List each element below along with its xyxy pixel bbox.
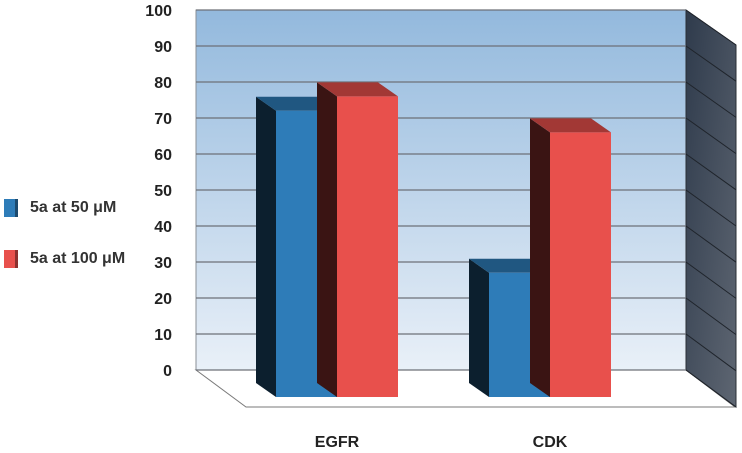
bar-side-face [469, 258, 489, 397]
legend-swatch [4, 250, 18, 268]
y-tick-label: 10 [154, 327, 172, 344]
side-gridline [685, 333, 737, 372]
bar-top-face [317, 82, 398, 97]
y-tick-label: 100 [145, 3, 172, 20]
bar-top-face [256, 96, 337, 111]
side-gridline [685, 45, 737, 82]
side-gridline [685, 189, 737, 227]
side-gridline [685, 81, 737, 118]
y-axis-ticks: 0 10 20 30 40 50 60 70 80 90 100 [145, 3, 172, 380]
bar-top-face [469, 258, 550, 273]
bars [256, 82, 611, 398]
side-gridline [685, 153, 737, 191]
x-axis-ticks: EGFR CDK [315, 434, 568, 451]
y-tick-label: 40 [154, 219, 172, 236]
bar-side-face [256, 96, 276, 398]
y-tick-label: 0 [163, 363, 172, 380]
y-tick-label: 20 [154, 291, 172, 308]
legend-label: 5a at 50 μM [30, 199, 117, 216]
legend-item-series-1: 5a at 50 μM [4, 197, 144, 219]
bar-top-face [530, 118, 611, 133]
bar [337, 96, 398, 398]
y-tick-label: 60 [154, 147, 172, 164]
x-tick-label: CDK [533, 434, 568, 451]
y-tick-label: 70 [154, 111, 172, 128]
legend-swatch [4, 199, 18, 217]
bar-side-face [530, 118, 550, 398]
side-gridline [685, 297, 737, 336]
y-tick-label: 50 [154, 183, 172, 200]
legend-item-series-2: 5a at 100 μM [4, 248, 144, 292]
side-gridline [685, 225, 737, 263]
bar [550, 132, 611, 397]
bar-side-face [317, 82, 337, 398]
side-gridline [685, 369, 737, 408]
y-tick-label: 30 [154, 255, 172, 272]
side-gridline [685, 117, 737, 155]
side-gridline [685, 261, 737, 299]
y-tick-label: 80 [154, 75, 172, 92]
x-tick-label: EGFR [315, 434, 360, 451]
y-tick-label: 90 [154, 39, 172, 56]
side-gridline [685, 9, 737, 46]
legend-label: 5a at 100 μM [30, 250, 126, 267]
